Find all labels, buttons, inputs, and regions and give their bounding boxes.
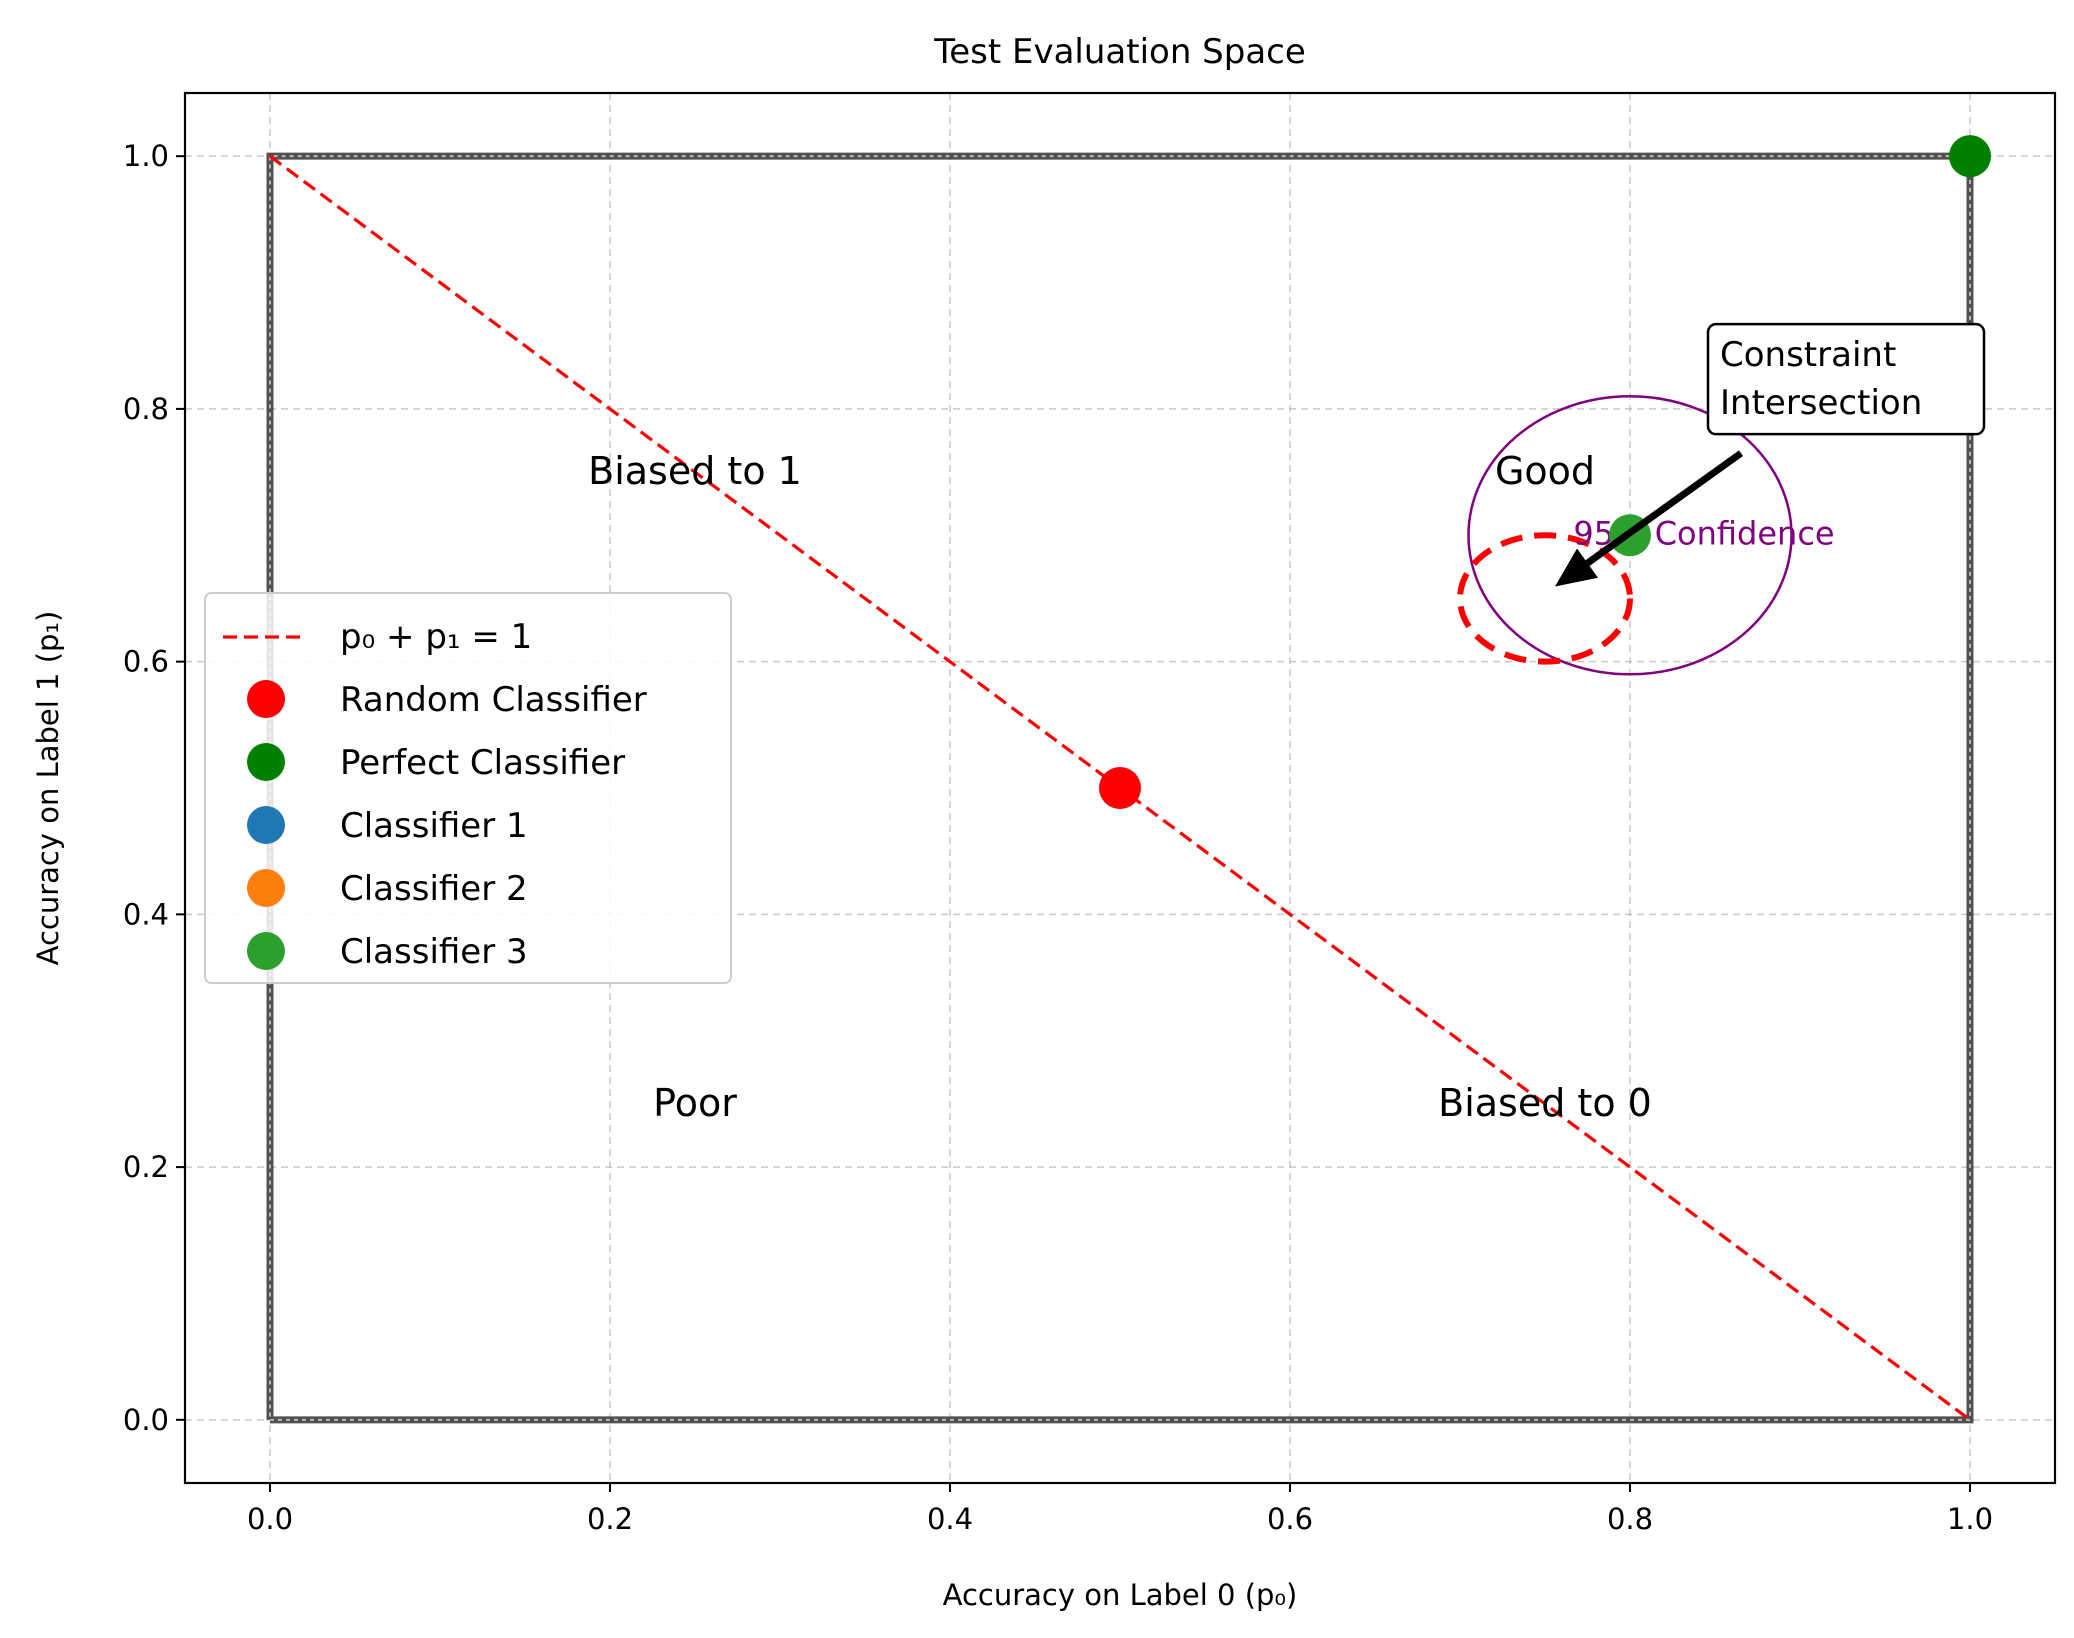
legend-marker <box>247 806 285 844</box>
constraint-intersection-ellipse <box>1457 532 1633 665</box>
data-point <box>1099 767 1141 809</box>
y-tick-label: 1.0 <box>123 139 169 173</box>
callout-text: Intersection <box>1720 383 1922 423</box>
x-tick-label: 0.6 <box>1267 1502 1313 1536</box>
y-axis-label: Accuracy on Label 1 (p₁) <box>31 611 65 966</box>
callout-arrow-shaft <box>1585 450 1744 567</box>
legend-marker <box>247 932 285 970</box>
y-tick-label: 0.6 <box>123 645 169 679</box>
callout-box <box>1706 322 1986 436</box>
legend-label: p₀ + p₁ = 1 <box>340 617 532 657</box>
x-tick-label: 1.0 <box>1947 1502 1993 1536</box>
callout-text: Constraint <box>1720 335 1896 375</box>
region-label: Biased to 1 <box>588 449 802 493</box>
legend-frame <box>204 592 732 984</box>
region-label: Poor <box>653 1081 737 1125</box>
plot-area-frame <box>183 91 2057 1485</box>
chart-title: Test Evaluation Space <box>933 32 1306 72</box>
y-tick-label: 0.2 <box>123 1150 169 1184</box>
y-tick-label: 0.8 <box>123 392 169 426</box>
legend-marker <box>247 743 285 781</box>
x-tick-label: 0.8 <box>1607 1502 1653 1536</box>
legend-marker <box>247 680 285 718</box>
legend-label: Perfect Classifier <box>340 743 625 783</box>
data-point <box>1949 135 1991 178</box>
x-axis-label: Accuracy on Label 0 (p₀) <box>943 1578 1298 1612</box>
confidence-ellipse <box>1467 395 1793 676</box>
legend-label: Random Classifier <box>340 680 647 720</box>
region-label: Biased to 0 <box>1438 1081 1652 1125</box>
region-label: Good <box>1495 449 1595 493</box>
axis-ticks: 0.0 0.2 0.4 0.6 0.8 1.0 0.0 0.2 0.4 0.6 0.8 1.0 <box>123 139 1993 1536</box>
x-tick-label: 0.0 <box>247 1502 293 1536</box>
callout-arrow-head <box>1555 548 1598 587</box>
x-tick-label: 0.4 <box>927 1502 973 1536</box>
legend-label: Classifier 1 <box>340 806 528 846</box>
legend-label: Classifier 2 <box>340 869 528 909</box>
legend: p₀ + p₁ = 1 Random Classifier Perfect Clas… <box>204 592 732 984</box>
legend-label: Classifier 3 <box>340 932 528 972</box>
y-tick-label: 0.0 <box>123 1403 169 1437</box>
y-tick-label: 0.4 <box>123 897 169 931</box>
x-tick-label: 0.2 <box>587 1502 633 1536</box>
legend-marker <box>247 869 285 907</box>
